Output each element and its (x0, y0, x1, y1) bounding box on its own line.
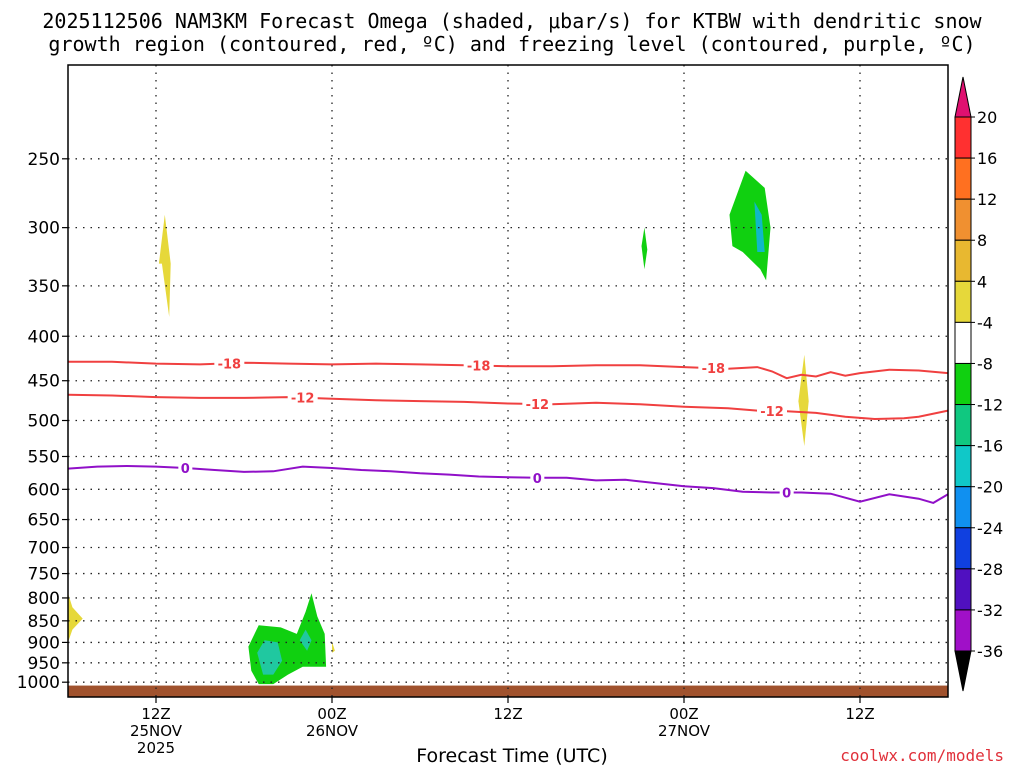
contour-label-0: 0 (782, 486, 791, 501)
x-axis-label: Forecast Time (UTC) (416, 745, 608, 767)
y-tick-label-450: 450 (28, 372, 60, 392)
y-tick-label-1000: 1000 (17, 673, 60, 693)
colorbar-bin-6 (954, 362, 972, 406)
contour-label--12: -12 (526, 398, 550, 413)
omega-area-4 (729, 170, 771, 281)
y-tick-label-600: 600 (28, 480, 60, 500)
colorbar-label-4: 4 (977, 272, 987, 291)
y-tick-label-400: 400 (28, 327, 60, 347)
colorbar-label--4: -4 (977, 313, 993, 332)
contour-label-bg (287, 389, 318, 406)
omega-area-5 (754, 201, 765, 252)
contour-label--12: -12 (760, 405, 784, 420)
colorbar-bottom-arrow (954, 650, 972, 692)
x-tick-label-18-1: 26NOV (306, 722, 359, 740)
colorbar-bin-3 (954, 239, 972, 282)
omega-area-2 (332, 641, 335, 653)
colorbar-bin-1 (954, 157, 972, 200)
colorbar-label--20: -20 (977, 478, 1003, 497)
contour-label-0: 0 (181, 462, 190, 477)
contour-label-0: 0 (533, 472, 542, 487)
colorbar-label--32: -32 (977, 601, 1003, 620)
colorbar-label--24: -24 (977, 519, 1003, 538)
y-tick-label-700: 700 (28, 539, 60, 559)
chart-title-line2: growth region (contoured, red, ºC) and f… (48, 32, 976, 56)
contour-label-bg (178, 459, 193, 476)
omega-area-6 (798, 354, 809, 446)
contour-line--18 (68, 360, 949, 380)
contour-label-bg (779, 484, 794, 501)
x-tick-label-42-1: 27NOV (658, 722, 711, 740)
contour-label-bg (698, 360, 729, 377)
omega-area-0 (158, 214, 171, 317)
contour-label--18: -18 (702, 362, 726, 377)
contour-line-0 (67, 464, 949, 504)
colorbar-bin-8 (954, 445, 972, 488)
omega-area-9 (299, 629, 312, 651)
y-tick-label-800: 800 (28, 589, 60, 609)
omega-area-1 (68, 593, 83, 643)
contour-label-bg (522, 396, 553, 413)
colorbar-label--16: -16 (977, 437, 1003, 456)
contour-line--12 (67, 393, 949, 421)
colorbar: 20 16 12 8 4 -4 -8 -12 -16 -20 -24 -28 -32 -36 (954, 76, 1003, 692)
colorbar-label--8: -8 (977, 354, 993, 373)
credit-text: coolwx.com/models (840, 746, 1004, 765)
colorbar-top-arrow (954, 76, 972, 118)
colorbar-label-16: 16 (977, 149, 997, 168)
colorbar-bin-4 (954, 280, 972, 323)
y-tick-label-350: 350 (28, 277, 60, 297)
omega-area-3 (641, 227, 648, 270)
contour-label--18: -18 (218, 357, 242, 372)
colorbar-bin-11 (954, 568, 972, 611)
colorbar-label-20: 20 (977, 108, 997, 127)
colorbar-bin-7 (954, 404, 972, 447)
colorbar-bin-2 (954, 198, 972, 241)
x-tick-label-6-1: 25NOV (130, 722, 183, 740)
y-tick-label-250: 250 (28, 150, 60, 170)
colorbar-label-8: 8 (977, 231, 987, 250)
colorbar-bin-0 (954, 116, 972, 159)
contour-label--12: -12 (291, 392, 315, 407)
colorbar-bin-9 (954, 486, 972, 529)
contour-label-bg (757, 402, 787, 419)
contour-label-bg (463, 357, 494, 374)
y-tick-label-750: 750 (28, 565, 60, 585)
y-tick-label-550: 550 (28, 447, 60, 467)
colorbar-bin-5 (954, 321, 972, 364)
chart-title-line1: 2025112506 NAM3KM Forecast Omega (shaded… (42, 9, 982, 33)
plot-area: -18 -18 -18 -12 -12 -12 0 0 0 250 300 350 400 450 500 5… (17, 64, 949, 757)
x-tick-label-6-0: 12Z (141, 705, 170, 723)
y-tick-label-300: 300 (28, 219, 60, 239)
colorbar-label--36: -36 (977, 642, 1003, 661)
colorbar-label--28: -28 (977, 560, 1003, 579)
colorbar-bin-10 (954, 527, 972, 570)
x-tick-label-6-2: 2025 (137, 739, 175, 757)
x-tick-label-18-0: 00Z (317, 705, 346, 723)
omega-area-8 (257, 640, 283, 675)
colorbar-bin-12 (954, 609, 972, 652)
omega-area-7 (248, 593, 327, 685)
contour-label-bg (530, 469, 545, 486)
x-tick-label-42-0: 00Z (669, 705, 698, 723)
x-tick-label-54-0: 12Z (845, 705, 874, 723)
y-tick-label-950: 950 (28, 654, 60, 674)
y-tick-label-900: 900 (28, 633, 60, 653)
colorbar-label--12: -12 (977, 396, 1003, 415)
contour-label--18: -18 (467, 360, 491, 375)
y-tick-label-500: 500 (28, 411, 60, 431)
x-tick-label-30-0: 12Z (493, 705, 522, 723)
colorbar-label-12: 12 (977, 190, 997, 209)
contour-label-bg (214, 355, 245, 372)
y-tick-label-850: 850 (28, 612, 60, 632)
y-tick-label-650: 650 (28, 511, 60, 531)
ground-band (68, 685, 948, 697)
